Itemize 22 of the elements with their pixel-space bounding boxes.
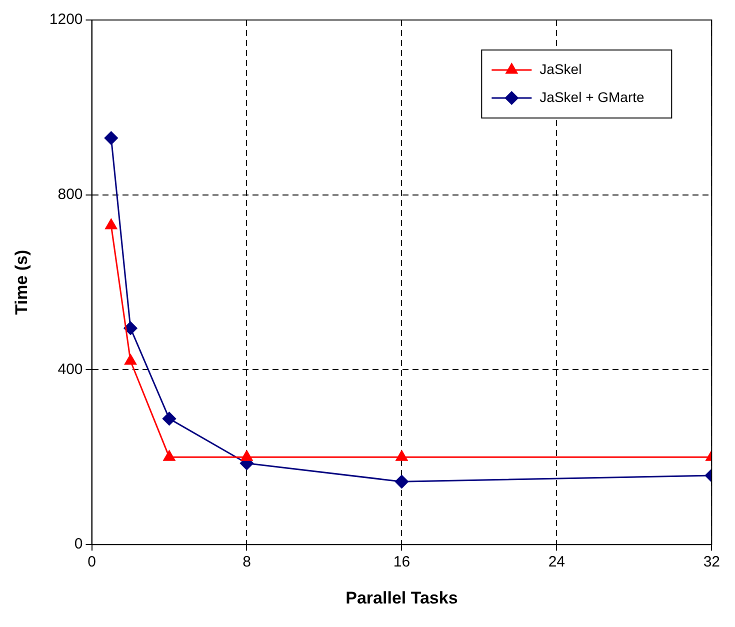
point <box>163 450 176 461</box>
x-tick-label: 16 <box>393 554 410 571</box>
y-tick-label: 0 <box>74 536 83 553</box>
x-tick-label: 24 <box>548 554 566 571</box>
x-axis-title: Parallel Tasks <box>346 588 458 608</box>
x-tick-label: 8 <box>242 554 251 571</box>
point <box>105 218 118 230</box>
y-axis-title: Time (s) <box>12 250 31 315</box>
point <box>104 131 118 145</box>
y-tick-label: 400 <box>58 360 83 378</box>
y-tick-label: 800 <box>58 186 83 204</box>
point <box>162 412 176 426</box>
point <box>124 354 136 365</box>
x-tick-label: 32 <box>703 554 720 571</box>
legend-label: JaSkel <box>540 60 582 77</box>
point <box>240 450 253 461</box>
point <box>394 474 408 488</box>
legend-label: JaSkel + GMarte <box>540 88 645 105</box>
x-tick-label: 0 <box>88 554 96 571</box>
y-tick-label: 1200 <box>49 11 83 28</box>
point <box>396 450 408 461</box>
point <box>124 321 138 335</box>
